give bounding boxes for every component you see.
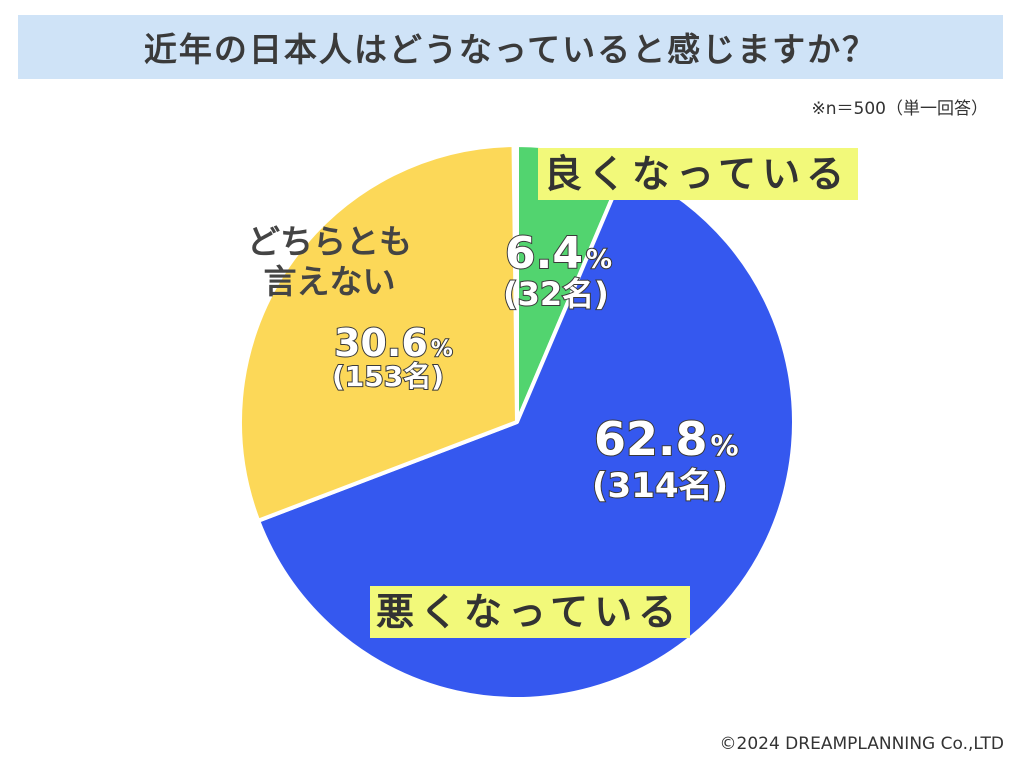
percent-label-2: 30.6% (334, 321, 453, 365)
label-neutral-line2: 言えない (263, 262, 396, 301)
chart-title: 近年の日本人はどうなっていると感じますか？ (143, 30, 878, 69)
label-neutral-line1: どちらとも (247, 222, 412, 261)
count-label-1: (314名) (592, 466, 728, 506)
percent-label-1: 62.8% (594, 412, 739, 466)
count-label-0: (32名) (503, 275, 609, 313)
count-label-2: (153名) (332, 360, 444, 393)
pie-slice-2 (238, 143, 519, 523)
pie-slice-1 (256, 165, 796, 701)
label-neutral: どちらとも 言えない (247, 222, 412, 302)
label-good: 良くなっている (538, 148, 859, 200)
copyright: ©2024 DREAMPLANNING Co.,LTD (719, 734, 1004, 754)
percent-label-0: 6.4% (505, 228, 612, 279)
sample-note: ※n＝500（単一回答） (811, 99, 988, 119)
title-bar: 近年の日本人はどうなっていると感じますか？ (18, 15, 1003, 79)
label-bad: 悪くなっている (370, 586, 691, 638)
